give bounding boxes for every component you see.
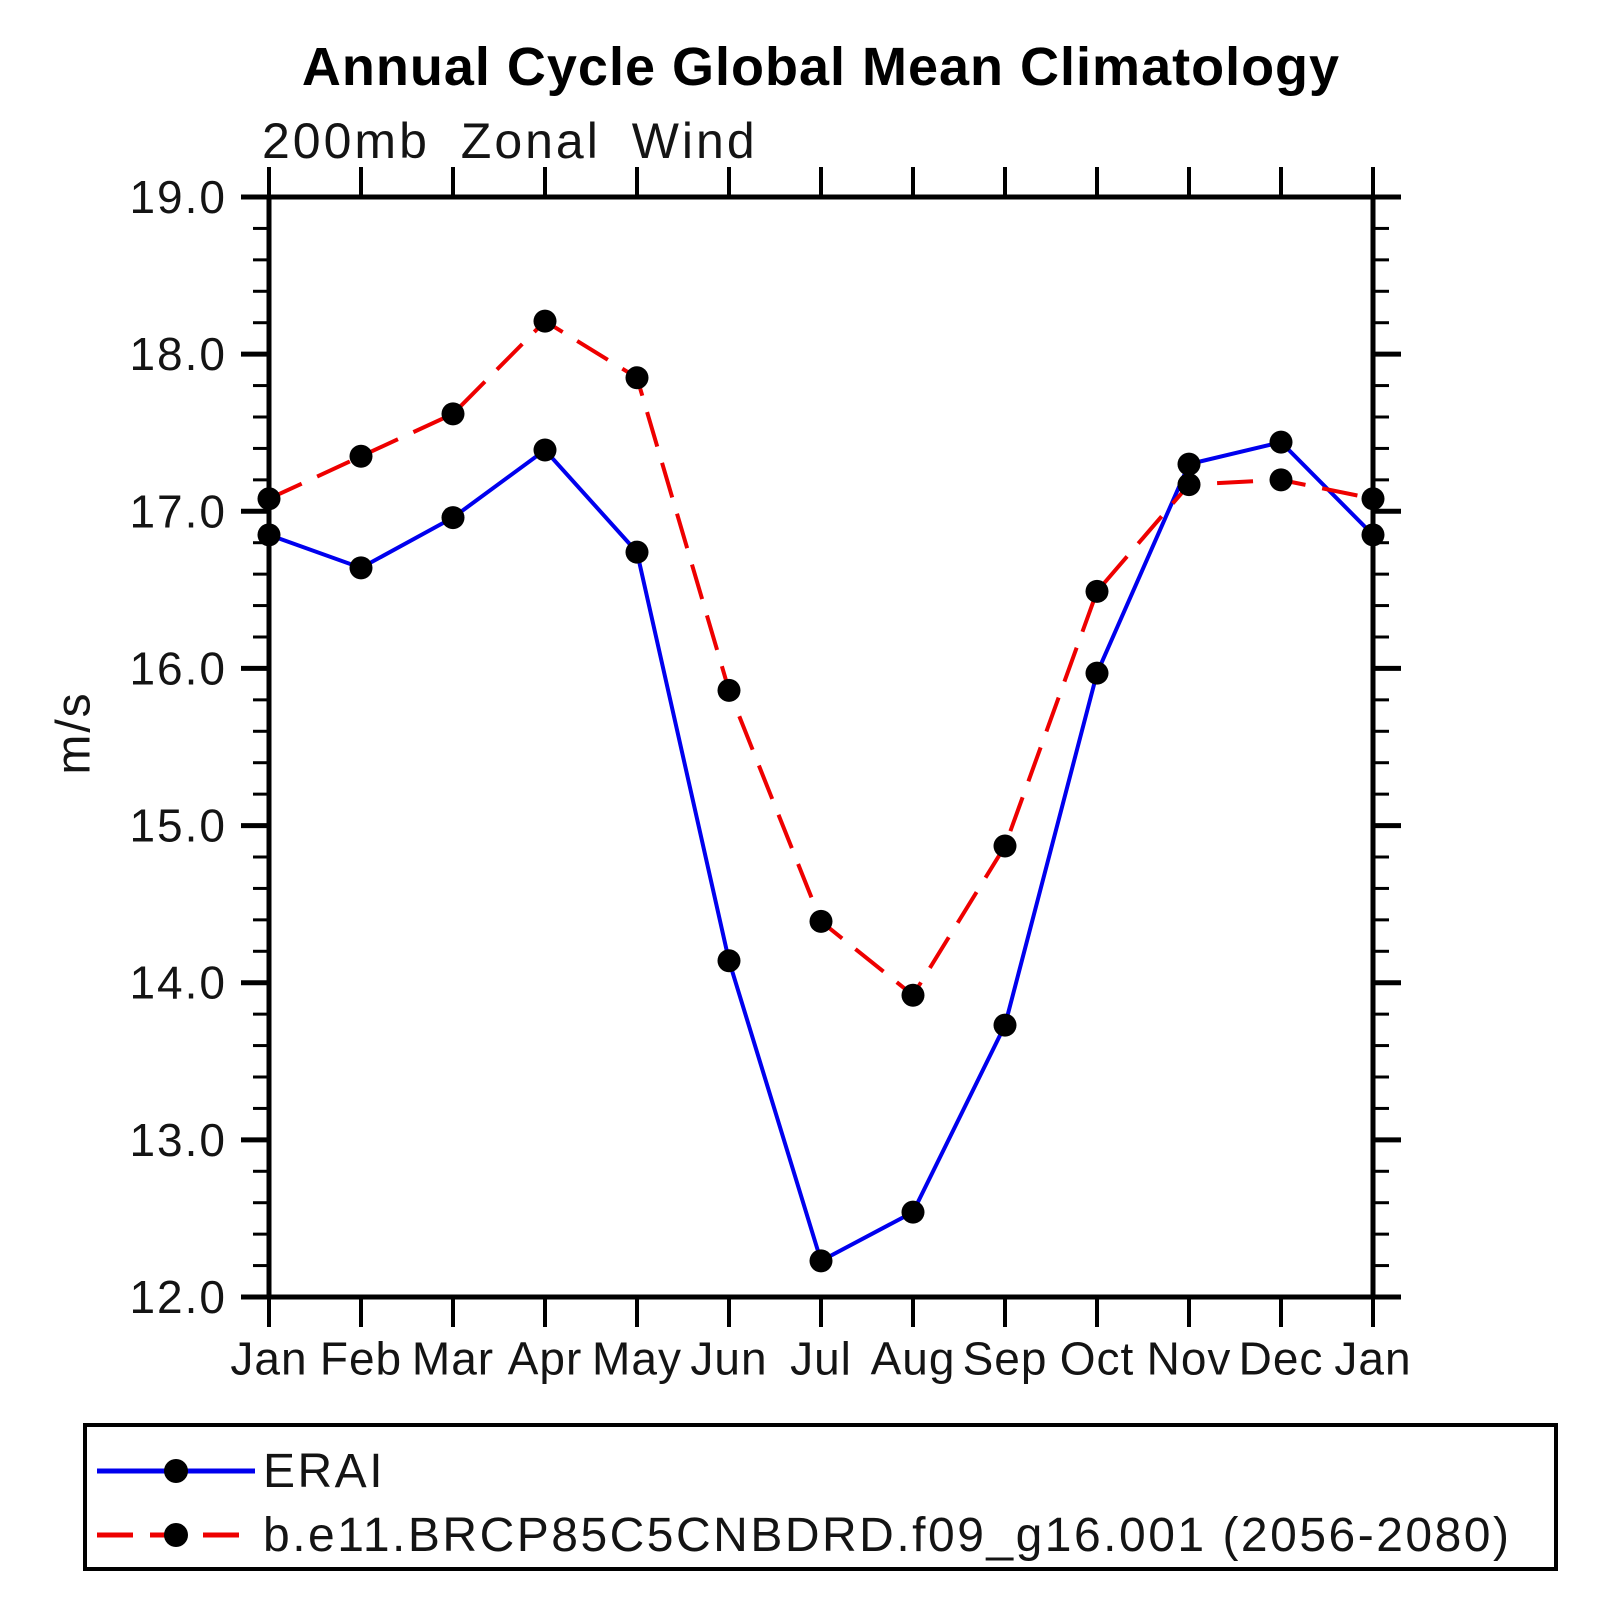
legend-label-model: b.e11.BRCP85C5CNBDRD.f09_g16.001 (2056-2… [263,1508,1512,1562]
x-tick-label: Jan [230,1333,307,1385]
model-data-point [1085,579,1109,603]
model-data-point [717,678,741,702]
x-tick-label: Oct [1060,1333,1135,1385]
x-tick-label: Feb [320,1333,402,1385]
erai-swatch-marker-icon [164,1459,188,1483]
y-tick-label: 15.0 [129,800,227,852]
x-tick-label: May [592,1333,682,1385]
model-line [268,318,1374,999]
model-data-point [1269,468,1293,492]
x-tick-label: Sep [963,1333,1048,1385]
plot-frame [266,194,1376,1300]
erai-data-point [993,1013,1017,1037]
chart-subtitle: 200mb Zonal Wind [262,113,758,169]
legend-entry-model: b.e11.BRCP85C5CNBDRD.f09_g16.001 (2056-2… [93,1503,1554,1567]
erai-data-point [1361,523,1385,547]
model-data-point [349,444,373,468]
erai-data-point [349,556,373,580]
erai-data-point [901,1200,925,1224]
model-data-point [533,309,557,333]
model-line-swatch [97,1523,255,1547]
x-tick-label: Dec [1239,1333,1324,1385]
legend-label-erai: ERAI [263,1444,386,1498]
model-data-point [901,983,925,1007]
erai-data-point [533,438,557,462]
erai-data-point [257,523,281,547]
legend-entry-erai: ERAI [93,1439,1554,1503]
y-tick-label: 19.0 [129,171,227,223]
erai-data-point [717,949,741,973]
erai-data-point [441,506,465,530]
erai-data-point [809,1249,833,1273]
model-data-point [257,487,281,511]
legend-box: ERAI b.e11.BRCP85C5CNBDRD.f09_g16.001 (2… [83,1423,1558,1571]
x-tick-label: Aug [871,1333,956,1385]
model-data-point [441,402,465,426]
x-tick-label: Jan [1334,1333,1411,1385]
model-data-point [1177,473,1201,497]
x-tick-label: Apr [508,1333,583,1385]
y-tick-label: 12.0 [129,1271,227,1323]
y-tick-label: 14.0 [129,957,227,1009]
erai-data-point [1269,430,1293,454]
model-data-point [993,834,1017,858]
x-tick-label: Nov [1147,1333,1232,1385]
model-data-point [809,909,833,933]
erai-data-point [625,540,649,564]
x-tick-label: Jun [690,1333,767,1385]
chart-title: Annual Cycle Global Mean Climatology [301,37,1341,97]
erai-data-point [1085,661,1109,685]
y-tick-label: 17.0 [129,485,227,537]
x-tick-label: Jul [790,1333,852,1385]
x-tick-label: Mar [412,1333,494,1385]
y-tick-label: 16.0 [129,642,227,694]
erai-line [268,439,1375,1264]
model-swatch-marker-icon [164,1523,188,1547]
y-tick-label: 13.0 [129,1114,227,1166]
model-data-point [625,366,649,390]
model-data-point [1361,487,1385,511]
y-tick-label: 18.0 [129,328,227,380]
erai-data-point [1177,452,1201,476]
erai-line-swatch [97,1459,255,1483]
